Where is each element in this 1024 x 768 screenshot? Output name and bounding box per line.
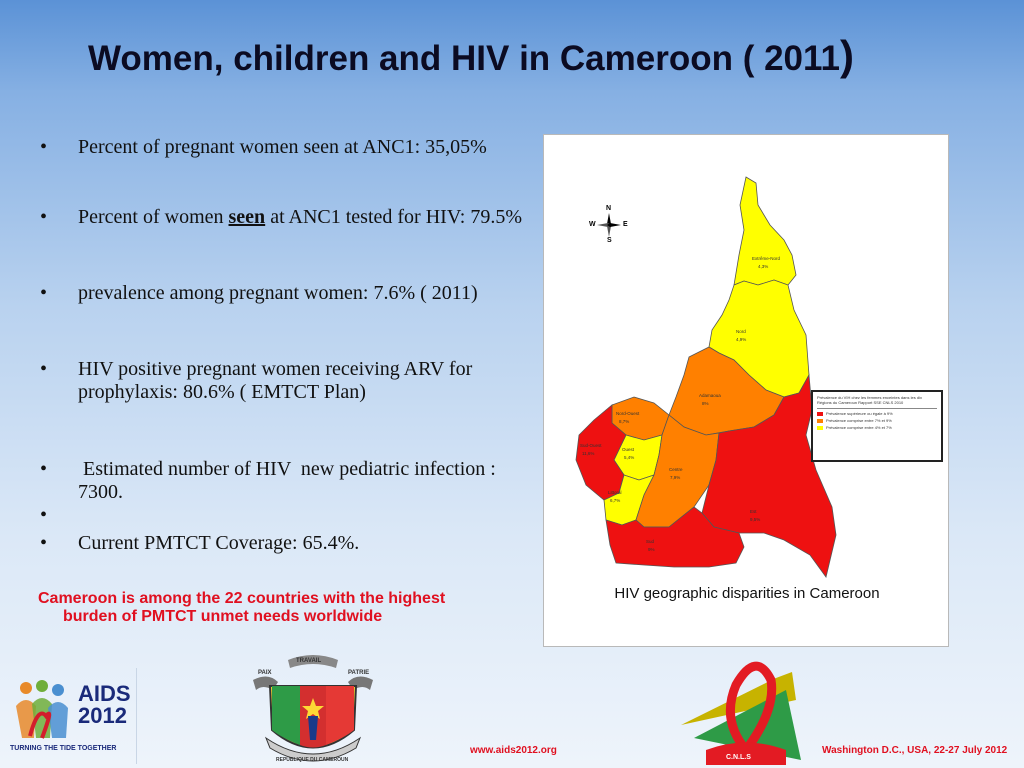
note-line-1: Cameroon is among the 22 countries with … (38, 590, 446, 607)
legend-swatch (817, 418, 823, 423)
label-adamaoua-name: Adamaoua (699, 393, 721, 398)
slide-title-paren: ) (840, 32, 855, 79)
bullet-item: • HIV positive pregnant women receiving A… (38, 358, 523, 458)
bullet-item: • prevalence among pregnant women: 7.6% (… (38, 282, 523, 358)
legend-title: Prévalence du VIH chez les femmes encein… (817, 395, 922, 405)
map-panel: N W E S Extrême-Nord 4,3% (543, 134, 949, 647)
label-sud-name: Sud (646, 539, 655, 544)
bullet-item: • Current PMTCT Coverage: 65.4%. (38, 532, 523, 562)
compass-s: S (607, 237, 612, 244)
bullet-text: Current PMTCT Coverage: 65.4%. (78, 532, 360, 554)
bullet-text: at ANC1 tested for HIV: 79.5% (265, 206, 522, 228)
label-nord-value: 4,9% (736, 337, 746, 342)
label-est-name: Est (750, 509, 757, 514)
compass-rose (597, 213, 621, 237)
region-sud (605, 506, 745, 568)
emblem-right-word: PATRIE (348, 670, 369, 676)
highlight-note: Cameroon is among the 22 countries with … (38, 590, 523, 626)
label-sud-ouest-value: 11,6% (582, 451, 594, 456)
bullet-dot: • (40, 532, 48, 554)
label-sud-ouest-name: Sud-Ouest (580, 443, 602, 448)
legend-swatch (817, 425, 823, 430)
bullet-dot: • (40, 282, 48, 304)
aids-logo-line1: AIDS (78, 681, 131, 706)
bullet-text: Percent of women (78, 206, 229, 228)
compass-w: W (589, 221, 596, 228)
emblem-bottom-word: REPUBLIQUE DU CAMEROUN (276, 757, 349, 763)
label-est-value: 9,5% (750, 517, 760, 522)
cameroon-map: Extrême-Nord 4,3% Nord 4,9% Adamaoua 8% … (575, 176, 837, 578)
label-centre-name: Centre (669, 467, 683, 472)
legend-item: Prévalence supérieure ou égale à 9% (817, 411, 937, 416)
bullet-text: prevalence among pregnant women: 7.6% ( … (78, 282, 478, 304)
legend-swatch (817, 411, 823, 416)
bullet-text: Percent of pregnant women seen at ANC1: … (78, 136, 487, 158)
slide-title: Women, children and HIV in Cameroon ( 20… (88, 32, 988, 80)
legend-item: Prévalence comprise entre 4% et 7% (817, 425, 937, 430)
label-sud-value: 9% (648, 547, 655, 552)
aids-people-icon (16, 680, 68, 739)
bullet-dot: • (40, 206, 48, 228)
compass-icon: N W E S (589, 205, 629, 245)
cameroon-coat-of-arms-icon: PAIX TRAVAIL PATRIE REPUBLIQUE DU CAMERO… (253, 655, 373, 763)
label-nord-name: Nord (736, 329, 746, 334)
legend-divider (817, 408, 937, 409)
compass-e: E (623, 221, 628, 228)
footer-event-place: Washington D.C., USA, 22-27 July 2012 (822, 745, 1008, 756)
bullet-item: • Estimated number of HIV new pediatric … (38, 458, 523, 504)
legend-item: Prévalence comprise entre 7% et 9% (817, 418, 937, 423)
aids-logo-tagline: TURNING THE TIDE TOGETHER (10, 745, 117, 752)
label-centre-value: 7,9% (670, 475, 680, 480)
aids-logo-text: AIDS 2012 (78, 683, 131, 727)
bullet-item: • Percent of women seen at ANC1 tested fo… (38, 206, 523, 282)
bullet-dot: • (40, 358, 48, 380)
bullet-dot: • (40, 458, 48, 480)
slide-title-text: Women, children and HIV in Cameroon ( 20… (88, 39, 841, 78)
bullet-text: HIV positive pregnant women receiving AR… (78, 358, 473, 403)
map-caption: HIV geographic disparities in Cameroon (614, 585, 880, 602)
bullet-emphasis: seen (228, 206, 266, 228)
bullet-dot: • (40, 136, 48, 158)
bullet-item-empty: • (38, 504, 523, 532)
emblem-left-word: PAIX (258, 670, 272, 676)
note-line-2: burden of PMTCT unmet needs worldwide (63, 608, 383, 625)
aids-logo-line2: 2012 (78, 703, 127, 728)
cnls-logo-icon: C.N.L.S (681, 661, 801, 765)
label-nord-ouest-value: 8,7% (619, 419, 629, 424)
legend-label: Prévalence comprise entre 4% et 7% (826, 425, 892, 430)
label-ouest-value: 5,4% (624, 455, 634, 460)
label-adamaoua-value: 8% (702, 401, 709, 406)
bullet-dot: • (40, 504, 48, 526)
legend-label: Prévalence comprise entre 7% et 9% (826, 418, 892, 423)
cnls-logo-text: C.N.L.S (726, 754, 751, 761)
label-nord-ouest-name: Nord-Ouest (616, 411, 640, 416)
footer-url-link[interactable]: www.aids2012.org (470, 745, 557, 756)
emblem-top-word: TRAVAIL (296, 658, 321, 664)
label-extreme-nord-name: Extrême-Nord (752, 256, 781, 261)
label-ouest-name: Ouest (622, 447, 635, 452)
bullet-text: Estimated number of HIV new pediatric in… (78, 458, 501, 503)
label-littoral-name: Littoral (608, 490, 622, 495)
label-extreme-nord-value: 4,3% (758, 264, 768, 269)
bullet-item: • Percent of pregnant women seen at ANC1:… (38, 136, 523, 206)
legend-label: Prévalence supérieure ou égale à 9% (826, 411, 893, 416)
map-legend: Prévalence du VIH chez les femmes encein… (811, 390, 943, 462)
compass-n: N (606, 205, 612, 212)
bullet-list: • Percent of pregnant women seen at ANC1:… (38, 136, 523, 562)
label-littoral-value: 6,7% (610, 498, 620, 503)
aids2012-logo: AIDS 2012 TURNING THE TIDE TOGETHER (8, 668, 137, 764)
